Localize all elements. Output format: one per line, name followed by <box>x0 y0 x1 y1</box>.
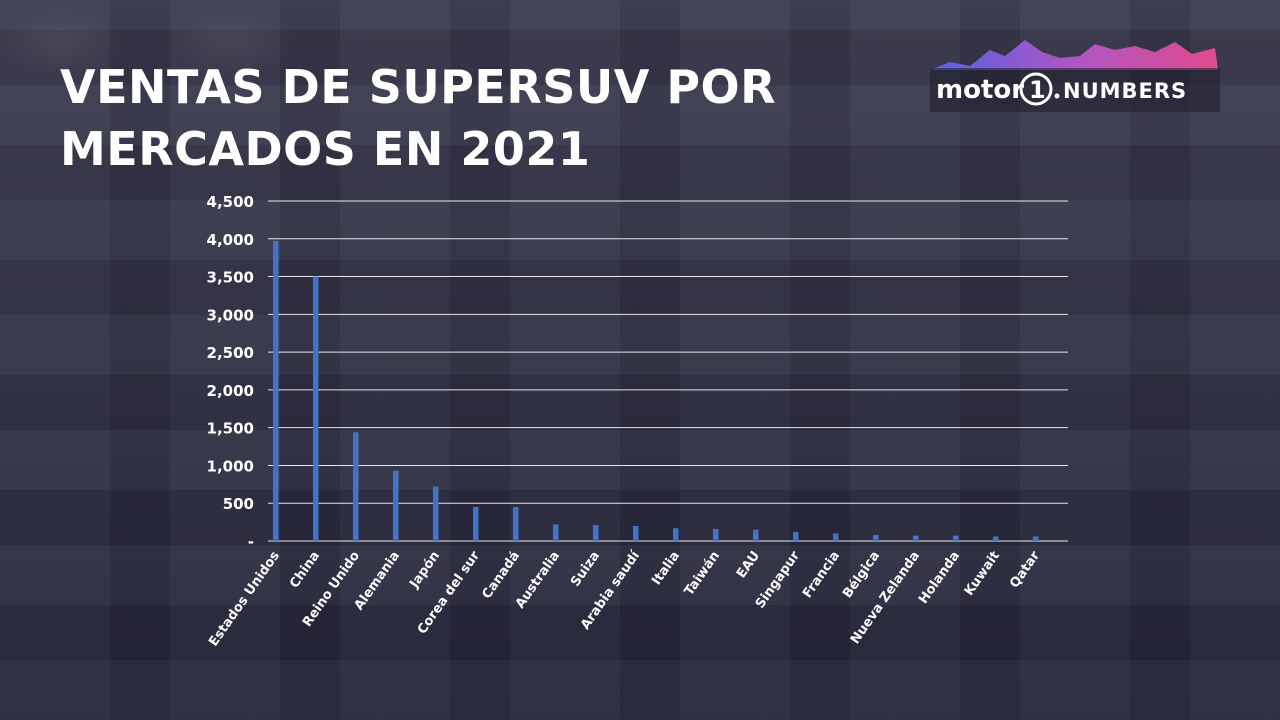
bar <box>913 535 919 541</box>
x-tick-label: Canadá <box>480 549 524 602</box>
gridlines <box>268 200 1068 542</box>
bar <box>793 531 799 541</box>
skyline-graphic <box>930 40 1218 70</box>
bar <box>953 535 959 541</box>
bar <box>593 525 599 541</box>
x-tick-label: Italia <box>649 549 683 588</box>
bar <box>753 529 759 541</box>
bar <box>433 486 439 541</box>
y-tick-label: - <box>248 533 254 551</box>
y-axis-ticks: - 500 1,000 1,500 2,000 2,500 3,000 3,500 4,000 4… <box>207 193 254 551</box>
title-line-2: MERCADOS EN 2021 <box>60 122 591 176</box>
bar <box>873 534 879 541</box>
bar <box>513 507 519 541</box>
bar <box>1033 536 1039 541</box>
motor1-numbers-logo: motor 1 NUMBERS <box>930 40 1220 112</box>
y-tick-label: 500 <box>223 495 254 513</box>
bar <box>273 241 279 542</box>
bar <box>633 525 639 541</box>
logo-motor-text: motor <box>936 75 1024 105</box>
y-tick-label: 4,500 <box>207 193 254 211</box>
bar <box>833 533 839 541</box>
y-tick-label: 4,000 <box>207 231 254 249</box>
y-tick-label: 1,500 <box>207 420 254 438</box>
x-tick-label: Kuwait <box>962 549 1003 599</box>
bar <box>353 432 359 541</box>
bars <box>273 241 1039 542</box>
x-tick-label: Bélgica <box>840 549 883 601</box>
bar <box>553 524 559 541</box>
y-tick-label: 1,000 <box>207 457 254 475</box>
y-tick-label: 2,500 <box>207 344 254 362</box>
bar <box>673 528 679 541</box>
bar <box>313 276 319 541</box>
bar <box>473 507 479 541</box>
logo-one-text: 1 <box>1029 76 1046 104</box>
bar <box>993 536 999 541</box>
x-tick-label: Qatar <box>1007 548 1043 591</box>
bar <box>393 470 399 541</box>
x-tick-label: EAU <box>734 549 763 581</box>
x-tick-label: Estados Unidos <box>206 548 283 649</box>
y-tick-label: 3,000 <box>207 306 254 324</box>
page-title: VENTAS DE SUPERSUV POR MERCADOS EN 2021 <box>60 56 776 180</box>
x-tick-label: Holanda <box>916 549 963 607</box>
logo-numbers-text: NUMBERS <box>1063 79 1187 103</box>
y-tick-label: 3,500 <box>207 269 254 287</box>
bar <box>713 528 719 541</box>
x-tick-label: Japón <box>407 549 443 592</box>
x-tick-label: Taiwán <box>682 549 723 599</box>
y-tick-label: 2,000 <box>207 382 254 400</box>
title-line-1: VENTAS DE SUPERSUV POR <box>60 60 777 114</box>
x-tick-label: China <box>287 549 323 591</box>
x-tick-label: Nueva Zelanda <box>848 549 923 647</box>
x-tick-label: Suiza <box>568 549 603 590</box>
x-tick-label: Francia <box>800 549 843 601</box>
